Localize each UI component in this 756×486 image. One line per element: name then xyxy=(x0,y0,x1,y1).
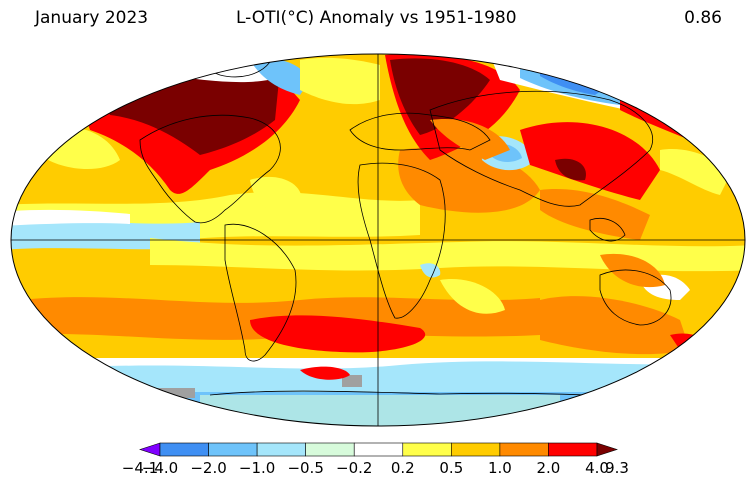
legend-tick-label: 0.5 xyxy=(439,459,463,477)
legend-tick-label: −4.0 xyxy=(142,459,178,477)
global-mean-value: 0.86 xyxy=(684,8,722,28)
legend-swatch xyxy=(353,442,404,457)
legend-swatch xyxy=(256,442,306,457)
coastlines xyxy=(139,54,672,399)
legend-swatch xyxy=(305,442,355,457)
color-legend: −4.1−4.0 −2.0 −1.0 −0.5 −0.2 0.2 0.5 1.0 2.0 4.09… xyxy=(122,442,629,477)
legend-tick-label: −0.2 xyxy=(336,459,372,477)
legend-swatch xyxy=(139,442,161,457)
legend-swatch xyxy=(596,442,618,457)
legend-tick-label: 4.0 xyxy=(585,459,609,477)
legend-tick-label: 2.0 xyxy=(537,459,561,477)
map-title: L-OTI(°C) Anomaly vs 1951-1980 xyxy=(236,8,517,28)
legend-swatch xyxy=(208,442,258,457)
legend-swatch xyxy=(548,442,598,457)
legend-tick-label: −2.0 xyxy=(190,459,226,477)
legend-swatch xyxy=(402,442,452,457)
legend-tick-label: −0.5 xyxy=(287,459,323,477)
legend-swatch xyxy=(451,442,501,457)
anomaly-map xyxy=(10,53,746,427)
legend-tick-label: 1.0 xyxy=(488,459,512,477)
legend-tick-label: 0.2 xyxy=(391,459,415,477)
period-label: January 2023 xyxy=(35,8,149,28)
legend-tick-label: −1.0 xyxy=(239,459,275,477)
legend-swatch xyxy=(159,442,209,457)
legend-swatch xyxy=(499,442,549,457)
legend-tick-label: 9.3 xyxy=(605,459,629,477)
legend-tick-label: −4.1 xyxy=(122,459,158,477)
